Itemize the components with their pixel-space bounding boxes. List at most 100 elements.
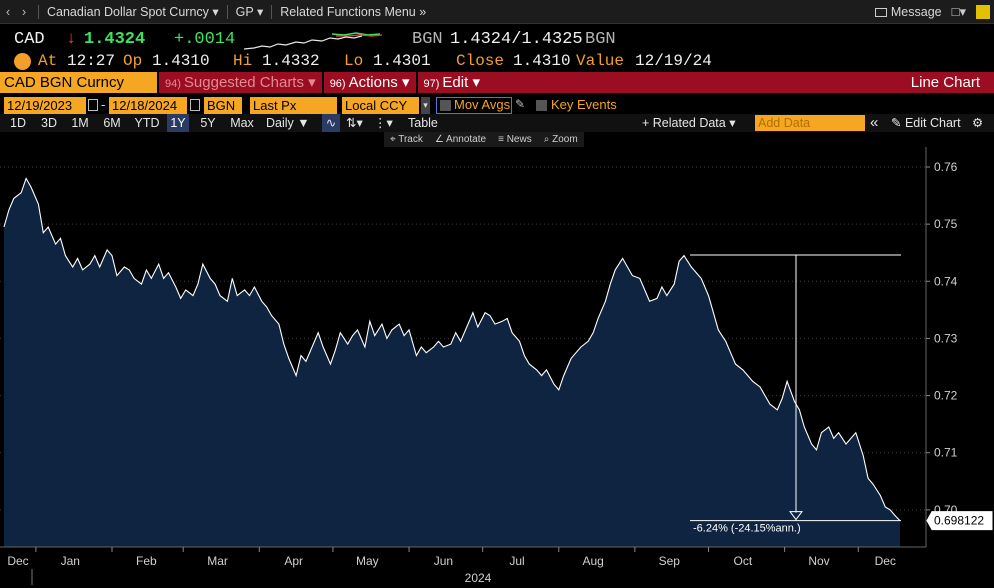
chevron-down-icon: ▾ — [212, 5, 219, 19]
function-breadcrumb[interactable]: GP ▾ — [234, 4, 266, 19]
period-button-max[interactable]: Max — [230, 116, 254, 130]
pin-icon[interactable] — [976, 4, 990, 19]
net-change: +.0014 — [174, 30, 236, 49]
ticker-label: CAD — [14, 30, 45, 49]
function-code: GP — [235, 5, 254, 19]
security-input[interactable]: CAD BGN Curncy — [0, 72, 157, 93]
period-button-5y[interactable]: 5Y — [200, 116, 216, 130]
edit-chart-button[interactable]: ✎ Edit Chart — [891, 114, 961, 132]
window-options-button[interactable]: □▾ — [951, 3, 966, 19]
zoom-tool[interactable]: ⌕ Zoom — [543, 134, 578, 145]
chevron-down-icon: ▾ — [256, 5, 264, 19]
mov-avgs-toggle[interactable] — [436, 97, 512, 114]
key-events-checkbox[interactable] — [536, 100, 547, 111]
y-tick-label: 0.73 — [934, 331, 958, 345]
gear-icon[interactable]: ⚙ — [972, 116, 984, 130]
x-tick-label: Mar — [207, 554, 228, 568]
actions-button[interactable]: 96) Actions ▾ — [321, 72, 416, 93]
period-button-1y[interactable]: 1Y — [167, 114, 189, 132]
back-button[interactable]: ‹ — [5, 4, 11, 19]
down-arrow-icon: ↓ — [66, 30, 77, 49]
related-data-label: + Related Data — [642, 116, 726, 130]
related-data-button[interactable]: + Related Data ▾ — [642, 114, 736, 132]
message-button[interactable]: Message — [874, 4, 942, 19]
chart-settings-row: 12/19/2023 - 12/18/2024 BGN Last Px Loca… — [0, 97, 994, 115]
currency-select[interactable]: Local CCY — [342, 97, 419, 114]
end-date-input[interactable]: 12/18/2024 — [109, 97, 187, 114]
menu-number: 94) — [165, 78, 181, 90]
forward-button[interactable]: › — [21, 4, 27, 19]
caret-icon: ▾ — [308, 74, 316, 91]
quote-line-primary: CAD ↓ 1.4324 +.0014 BGN 1.4324/1.4325 BG… — [0, 30, 994, 52]
collapse-icon[interactable]: « — [870, 114, 879, 131]
calendar-icon[interactable] — [88, 99, 98, 111]
frequency-select[interactable]: Daily ▼ — [266, 116, 310, 130]
last-price: 1.4324 — [84, 30, 146, 49]
value-label: Value — [576, 52, 625, 70]
period-toolbar: 1D 3D 1M 6M YTD 1Y 5Y Max Daily ▼ ∿ ⇅▾ ⋮▾ Table… — [0, 114, 994, 132]
message-label: Message — [890, 4, 942, 19]
quote-time: 12:27 — [67, 52, 116, 70]
high-label: Hi — [233, 52, 253, 70]
envelope-icon — [874, 7, 887, 17]
start-date-input[interactable]: 12/19/2023 — [4, 97, 86, 114]
period-button-ytd[interactable]: YTD — [134, 116, 160, 130]
bar-type-icon[interactable]: ⇅▾ — [346, 116, 363, 130]
close-label: Close — [456, 52, 505, 70]
suggested-charts-button[interactable]: 94) Suggested Charts ▾ — [157, 72, 322, 93]
security-breadcrumb[interactable]: Canadian Dollar Spot Curncy ▾ — [45, 4, 221, 19]
annotate-tool[interactable]: ∠ Annotate — [434, 134, 487, 145]
divider — [226, 4, 228, 19]
at-label: At — [38, 52, 58, 70]
x-tick-label: Nov — [808, 554, 829, 568]
chevron-down-icon[interactable]: ▾ — [421, 97, 430, 114]
price-area — [4, 178, 900, 547]
related-functions-menu[interactable]: Related Functions Menu » — [278, 5, 428, 19]
chart-tools: ⌖ Track ∠ Annotate ≡ News ⌕ Zoom — [384, 132, 584, 147]
pencil-icon: ✎ — [891, 116, 902, 130]
security-name: Canadian Dollar Spot Curncy — [47, 5, 209, 19]
clock-icon — [14, 53, 31, 70]
ask-source: BGN — [585, 30, 616, 49]
top-nav-bar: ‹ › Canadian Dollar Spot Curncy ▾ GP ▾ R… — [0, 0, 994, 24]
add-data-input[interactable]: Add Data — [755, 115, 865, 131]
menu-number: 97) — [423, 78, 440, 90]
y-tick-label: 0.72 — [934, 389, 958, 403]
x-tick-label: Aug — [582, 554, 603, 568]
period-button-3d[interactable]: 3D — [41, 116, 57, 130]
period-button-6m[interactable]: 6M — [103, 116, 121, 130]
chart-type-title: Line Chart — [910, 74, 980, 91]
divider — [38, 4, 39, 19]
track-tool[interactable]: ⌖ Track — [390, 134, 423, 145]
x-tick-label: Jan — [61, 554, 80, 568]
period-button-1d[interactable]: 1D — [10, 116, 26, 130]
bid-ask: 1.4324/1.4325 — [450, 30, 583, 49]
pencil-icon[interactable]: ✎ — [515, 97, 526, 111]
x-tick-label: Feb — [136, 554, 157, 568]
field-input[interactable]: Last Px — [250, 97, 337, 114]
news-tool[interactable]: ≡ News — [498, 134, 532, 145]
price-line — [3, 177, 901, 522]
source-input[interactable]: BGN — [204, 97, 242, 114]
calendar-icon[interactable] — [190, 99, 200, 111]
close-value: 1.4310 — [513, 52, 571, 70]
edit-button[interactable]: 97) Edit ▾ — [415, 72, 486, 93]
period-button-1m[interactable]: 1M — [71, 116, 89, 130]
menu-number: 96) — [329, 78, 346, 90]
x-tick-label: Jun — [434, 554, 453, 568]
related-functions-label: Related Functions Menu — [280, 4, 416, 19]
value-date: 12/19/24 — [635, 52, 712, 70]
mov-avgs-checkbox[interactable] — [440, 100, 451, 111]
date-range-dash: - — [101, 97, 106, 112]
function-toolbar: CAD BGN Curncy 94) Suggested Charts ▾ 96)… — [0, 72, 994, 93]
table-button[interactable]: Table — [408, 116, 438, 130]
x-tick-label: Dec — [875, 554, 896, 568]
x-tick-label: May — [356, 554, 379, 568]
y-tick-label: 0.74 — [934, 274, 958, 288]
suggested-charts-label: Suggested Charts — [183, 74, 304, 91]
low-value: 1.4301 — [373, 52, 431, 70]
line-chart-icon[interactable]: ∿ — [322, 114, 340, 132]
double-chevron-icon: » — [419, 4, 427, 19]
more-icon[interactable]: ⋮▾ — [374, 116, 393, 130]
